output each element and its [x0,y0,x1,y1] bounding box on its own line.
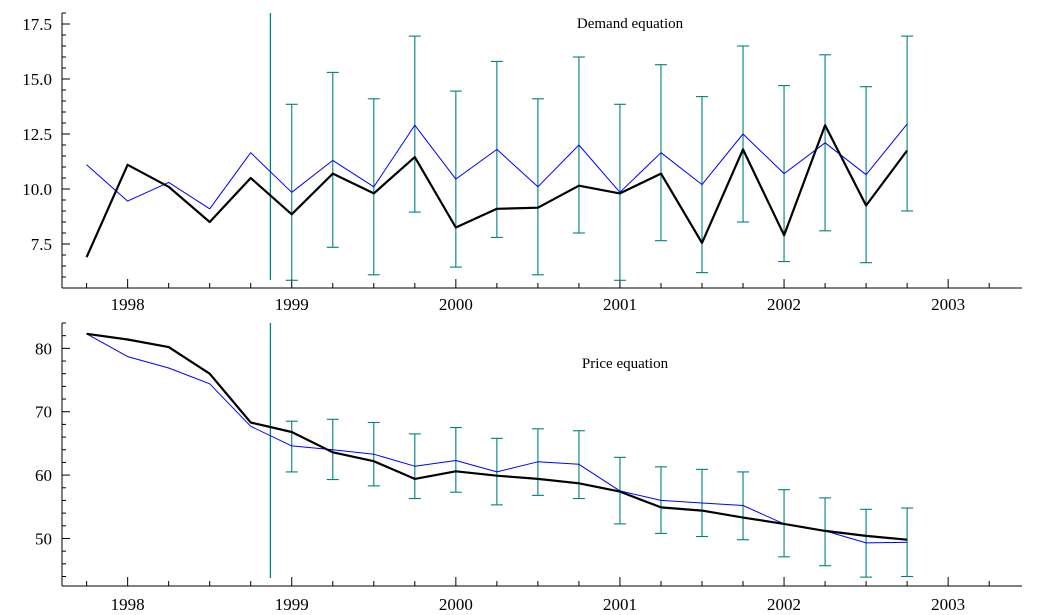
y-tick-label: 7.5 [31,235,52,254]
series-line-fitted [86,333,908,544]
error-bar [285,420,298,473]
error-bar [449,427,462,493]
y-tick-label: 10.0 [22,180,52,199]
y-tick-label: 12.5 [22,125,52,144]
error-bar [901,35,914,212]
x-tick-label: 1998 [111,595,145,614]
y-tick-label: 17.5 [22,15,52,34]
chart-panel-2: 1998 1999 2000 2001 2002 2003 50 60 70 80 Price eq… [35,322,1022,614]
y-tick-label: 50 [35,529,52,548]
error-bar [901,507,914,578]
series-line-actual [86,332,908,541]
x-tick-label: 1998 [111,295,145,314]
y-tick-label: 80 [35,339,52,358]
x-tick-label: 2003 [931,295,965,314]
chart-title: Demand equation [577,16,684,32]
error-bar [408,35,421,213]
x-tick-label: 2002 [767,295,801,314]
x-tick-label: 2003 [931,595,965,614]
chart-panel-1: 1998 1999 2000 2001 2002 2003 7.5 10.0 12.5 15.0 1… [22,12,1022,314]
x-tick-label: 2000 [439,595,473,614]
series-line-actual [85,124,908,258]
x-tick-label: 1999 [275,295,309,314]
y-tick-label: 15.0 [22,70,52,89]
x-tick-label: 2002 [767,595,801,614]
x-tick-label: 2001 [603,595,637,614]
y-tick-label: 60 [35,466,52,485]
x-tick-label: 2001 [603,295,637,314]
series-line-fitted [86,123,908,210]
x-tick-label: 1999 [275,595,309,614]
y-tick-label: 70 [35,403,52,422]
error-bar [326,71,339,248]
x-tick-label: 2000 [439,295,473,314]
chart-title: Price equation [582,356,669,372]
